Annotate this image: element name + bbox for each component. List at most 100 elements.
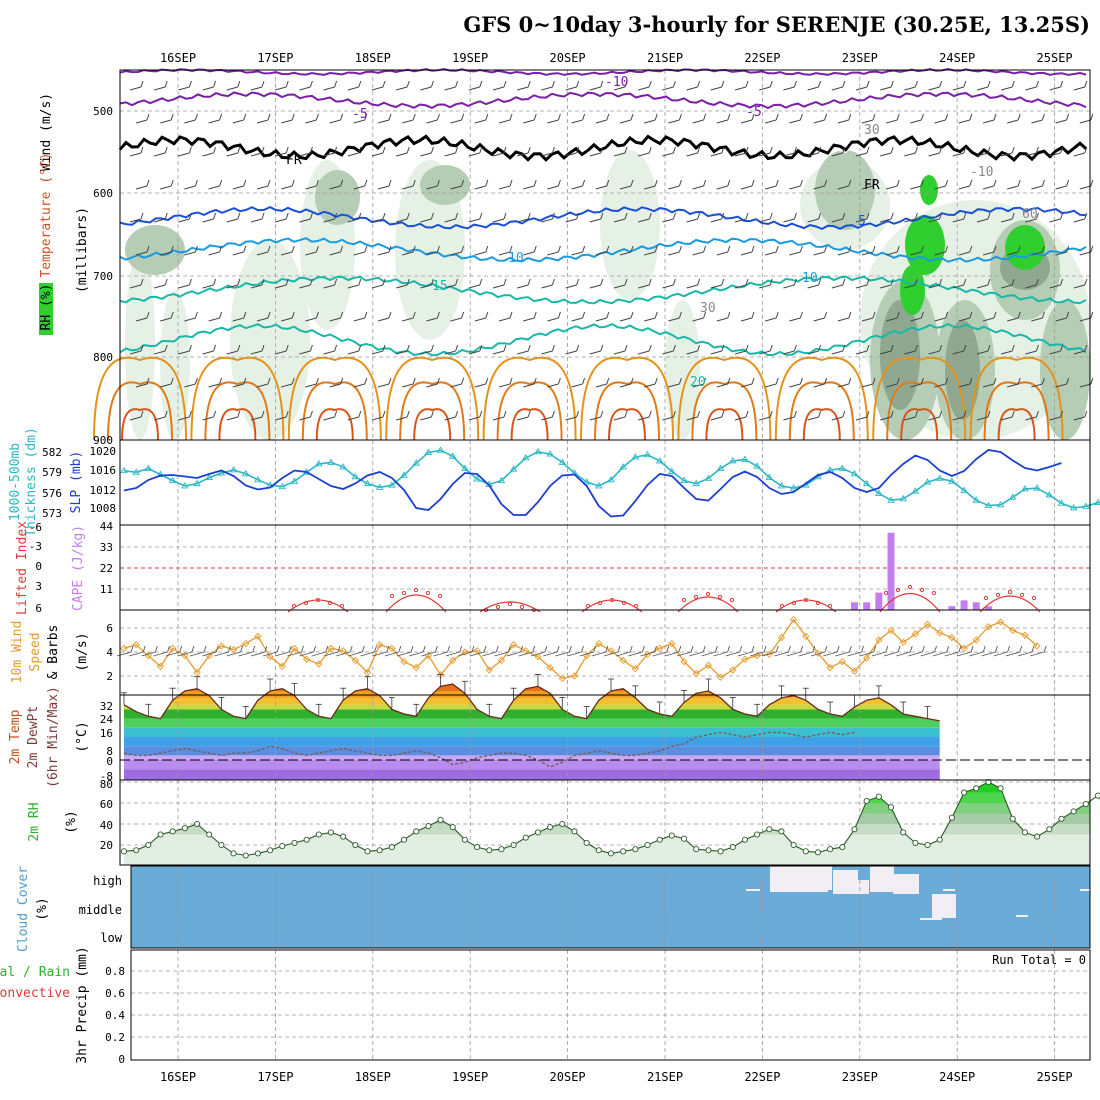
wind-barb-flag [654,113,658,121]
wind-barb [1001,218,1013,223]
wind-barb-flag [648,80,652,88]
surface-wind-barb-flag [654,645,657,653]
wind-barb [613,152,626,157]
wind-barb-flag [140,80,144,88]
lifted-index-point [609,597,615,603]
wind-barb-flag [576,410,580,418]
surface-wind-barb-flag [325,645,329,653]
wind-barb [904,350,916,355]
surface-wind-barb [323,651,339,657]
surface-wind-barb-flag [885,645,889,653]
rh-point [1070,808,1077,815]
top-date-label: 17SEP [257,51,293,65]
wind-barb-flag [697,278,701,286]
wind-barb [347,86,359,91]
wind-speed-point [789,615,798,624]
temp-y-tick: 8 [106,745,113,758]
wind-barb [1073,218,1085,223]
wind-barb [813,185,825,190]
thickness-line [123,449,1100,509]
rh-point [802,848,809,855]
wind-barb [619,185,632,190]
temp-contour-surface [802,408,841,441]
wind-speed-point [242,639,250,648]
wind-barb [619,383,632,388]
wind-barb [129,152,142,157]
cape-y-tick: 11 [100,583,113,596]
wind-barb [250,350,263,355]
temp-contour-surface [774,356,869,441]
rh-point [291,839,298,846]
rh-point [279,843,286,850]
wind-barb [765,185,777,190]
surface-wind-barb-flag [605,645,609,653]
wind-barb-flag [1041,179,1045,187]
wind-barb-flag [412,377,416,385]
wind-barb-flag [914,146,918,154]
surface-wind-barb [1005,651,1020,657]
wind-barb-flag [213,212,217,220]
wind-barb-flag [527,278,531,286]
wind-barb [353,185,365,190]
wind-barb [202,416,214,421]
rh-y-tick: 80 [100,778,113,791]
lifted-index-point [425,590,431,596]
wind-barb [765,119,777,124]
wind-barb [565,152,577,157]
contour-label: -10 [970,165,993,180]
wind-barb [880,416,892,421]
wind-barb-flag [945,311,949,319]
rh-shade-mid [420,165,470,205]
wind-barb-flag [461,311,465,319]
surface-wind-barb [908,651,923,657]
wind-barb [686,86,698,91]
wind-barb [305,383,317,388]
temp-contour-surface [496,381,563,441]
wind-barb [710,416,722,421]
rh-band [124,834,1090,865]
wind-barb-flag [1090,179,1094,187]
wind-barb-flag [461,377,465,385]
rh-point [729,844,736,851]
lifted-index-point [693,594,699,600]
wind-barb-flag [557,113,561,121]
wind-y-tick: 2 [106,670,113,683]
wind-barb-flag [315,377,319,385]
wind-barb [952,86,964,91]
wind-barb [855,218,868,223]
wind-barb-flag [1066,245,1070,253]
wind-barb [613,86,626,91]
label-lifted-index: Lifted Index [15,521,30,615]
wind-barb-flag [406,410,410,418]
wind-barb [837,317,849,322]
wind-barb [256,185,269,190]
rh-point [778,828,785,835]
wind-barb-flag [866,212,870,220]
contour-label: 5 [858,214,866,229]
wind-barb-flag [170,179,174,187]
wind-barb-flag [872,245,876,253]
wind-barb-flag [527,410,531,418]
rh-point [1046,826,1053,833]
wind-barb [1007,185,1019,190]
cape-y-tick: 33 [100,541,113,554]
wind-barb [154,86,166,91]
wind-barb-flag [842,410,846,418]
rh-point [352,841,359,849]
wind-barb [323,284,335,289]
bottom-date-label: 16SEP [160,1070,196,1084]
rh-point [924,841,931,849]
wind-barb [837,251,849,256]
wind-speed-point [388,644,396,653]
wind-barb-flag [388,113,392,121]
bottom-date-label: 21SEP [647,1070,683,1084]
label-2m-rh: 2m RH [27,802,42,841]
surface-wind-barb [457,651,473,657]
wind-barb [1025,350,1037,355]
wind-barb [789,383,801,388]
wind-barb-flag [334,278,338,286]
wind-barb-flag [842,80,846,88]
wind-barb-flag [188,278,192,286]
slp-y-tick: 1016 [90,464,117,477]
surface-wind-barb-flag [240,645,244,653]
